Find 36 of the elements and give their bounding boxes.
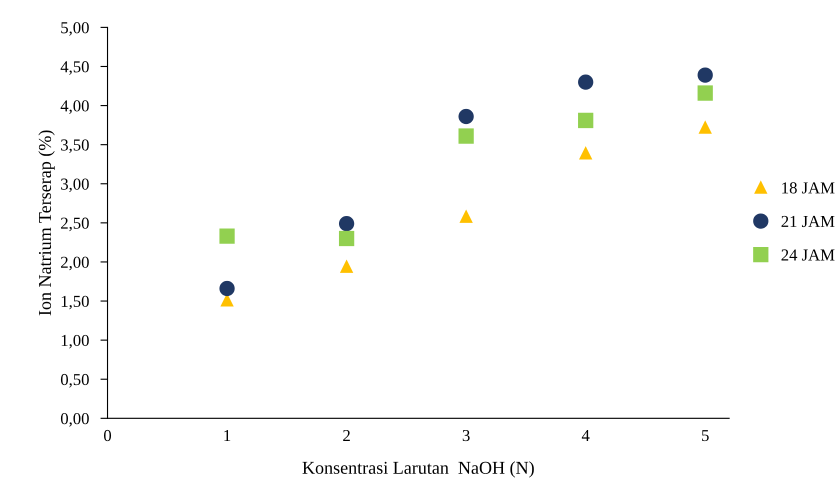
- point: [579, 147, 592, 160]
- legend-label: 18 JAM: [782, 182, 834, 194]
- point: [219, 228, 235, 244]
- point: [338, 216, 354, 232]
- y-tick-label: 4,50: [60, 61, 89, 75]
- y-axis-title: Ion Natrium Terserap (%): [38, 130, 55, 316]
- x-tick-label: 5: [702, 430, 709, 442]
- y-tick-label: 0,00: [60, 413, 89, 427]
- y-tick-label: 4,00: [60, 100, 89, 114]
- x-tick-label: 2: [343, 430, 350, 441]
- y-tick-label: 0,50: [60, 374, 89, 388]
- x-tick-label: 4: [582, 430, 590, 441]
- point: [578, 74, 594, 90]
- x-tick-label: 0: [104, 430, 112, 442]
- point: [698, 121, 712, 134]
- point: [338, 230, 354, 246]
- point: [458, 128, 474, 144]
- point: [578, 112, 594, 128]
- point: [698, 85, 713, 101]
- y-tick-label: 3,50: [61, 139, 89, 154]
- y-tick-label: 1,50: [62, 296, 89, 310]
- y-tick-label: 5,00: [61, 22, 89, 36]
- y-tick-label: 3,00: [61, 178, 89, 192]
- legend-label: 21 JAM: [782, 216, 834, 228]
- point: [340, 260, 353, 273]
- y-tick-label: 1,00: [62, 334, 89, 348]
- point: [219, 280, 235, 296]
- x-tick-label: 1: [224, 430, 230, 441]
- legend-label: 24 JAM: [782, 249, 834, 261]
- y-tick-label: 2,00: [61, 256, 89, 270]
- x-axis-title: Konsentrasi Larutan NaOH (N): [302, 461, 534, 478]
- point: [458, 108, 474, 124]
- x-tick-label: 3: [462, 430, 470, 442]
- point: [460, 210, 472, 223]
- y-tick-label: 2,50: [61, 218, 89, 232]
- point: [698, 67, 713, 83]
